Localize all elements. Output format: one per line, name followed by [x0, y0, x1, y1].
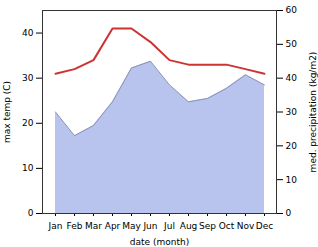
svg-text:Jul: Jul: [163, 221, 175, 231]
svg-text:Nov: Nov: [237, 221, 255, 231]
svg-text:10: 10: [286, 175, 298, 185]
svg-text:Oct: Oct: [219, 221, 235, 231]
svg-text:0: 0: [28, 208, 34, 218]
svg-text:20: 20: [286, 141, 298, 151]
svg-text:Mar: Mar: [85, 221, 102, 231]
svg-text:date (month): date (month): [130, 237, 189, 247]
svg-text:30: 30: [286, 107, 298, 117]
svg-text:Dec: Dec: [256, 221, 273, 231]
svg-text:50: 50: [286, 39, 298, 49]
svg-text:0: 0: [286, 208, 292, 218]
svg-text:40: 40: [286, 73, 298, 83]
svg-text:May: May: [122, 221, 141, 231]
svg-text:Apr: Apr: [105, 221, 121, 231]
svg-text:Feb: Feb: [67, 221, 83, 231]
svg-text:max temp (C): max temp (C): [2, 81, 12, 143]
svg-text:Jan: Jan: [48, 221, 63, 231]
svg-text:10: 10: [22, 163, 34, 173]
svg-text:30: 30: [22, 73, 34, 83]
svg-text:60: 60: [286, 5, 298, 15]
svg-text:Jun: Jun: [142, 221, 157, 231]
svg-text:20: 20: [22, 118, 34, 128]
svg-text:40: 40: [22, 28, 34, 38]
svg-text:med. precipitation (kg/m2): med. precipitation (kg/m2): [308, 52, 318, 173]
svg-text:Sep: Sep: [199, 221, 216, 231]
svg-text:Aug: Aug: [180, 221, 198, 231]
